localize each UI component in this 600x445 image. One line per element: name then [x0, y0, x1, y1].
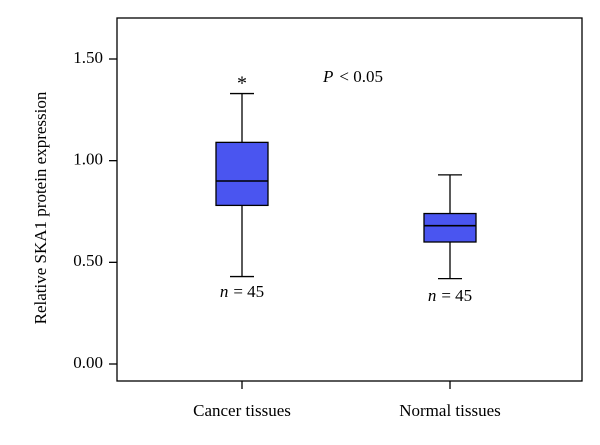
p-value-annotation: P < 0.05 [322, 67, 383, 86]
plot-frame [116, 17, 583, 382]
box-body [215, 141, 269, 207]
y-tick-label: 0.50 [73, 251, 103, 270]
y-axis: 0.00 0.50 1.00 1.50 [73, 48, 117, 372]
x-tick-label: Normal tissues [399, 401, 501, 420]
p-value: < 0.05 [339, 67, 383, 86]
x-axis: Cancer tissues Normal tissues [193, 381, 501, 420]
y-tick-label: 0.00 [73, 353, 103, 372]
y-axis-title: Relative SKA1 protein expression [31, 91, 50, 324]
p-label: P [322, 67, 333, 86]
n-symbol: n [428, 286, 437, 305]
box-2: n = 45 [423, 174, 477, 305]
box-1: * n = 45 [215, 73, 269, 301]
sample-size-label: n = 45 [428, 286, 472, 305]
y-tick-label: 1.00 [73, 150, 103, 169]
boxes: *n = 45 n = 45 [215, 73, 477, 305]
y-tick-label: 1.50 [73, 48, 103, 67]
n-value: = 45 [441, 286, 472, 305]
box-body [423, 212, 477, 243]
sample-size-label: n = 45 [220, 282, 264, 301]
n-symbol: n [220, 282, 229, 301]
x-tick-label: Cancer tissues [193, 401, 291, 420]
n-value: = 45 [233, 282, 264, 301]
significance-marker: * [237, 73, 247, 95]
